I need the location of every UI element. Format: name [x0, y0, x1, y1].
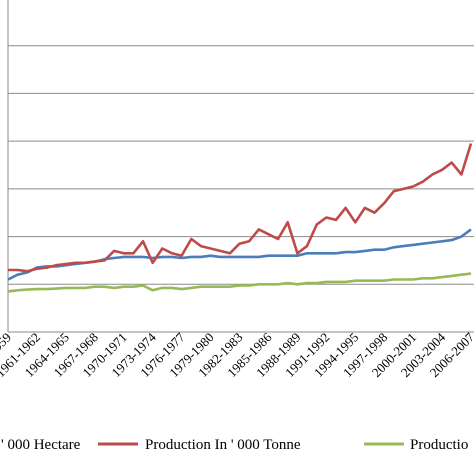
legend-item-production-tonne: Production In ' 000 Tonne [98, 437, 301, 453]
legend-label-area: ' 000 Hectare [1, 437, 81, 453]
series-lines [7, 143, 473, 293]
legend-label-production: Productio [410, 437, 468, 453]
legend-item-area: ' 000 Hectare [1, 437, 81, 453]
legend-item-production: Productio [364, 437, 468, 453]
legend-label-production-tonne: Production In ' 000 Tonne [145, 437, 301, 453]
grid-lines [8, 45, 474, 285]
series-line-production-tonne [8, 143, 473, 273]
legend: ' 000 Hectare Production In ' 000 Tonne … [1, 437, 468, 453]
series-line-production [7, 272, 472, 293]
x-tick-labels: 1958-19591961-19621964-19651967-19681970… [0, 329, 474, 380]
